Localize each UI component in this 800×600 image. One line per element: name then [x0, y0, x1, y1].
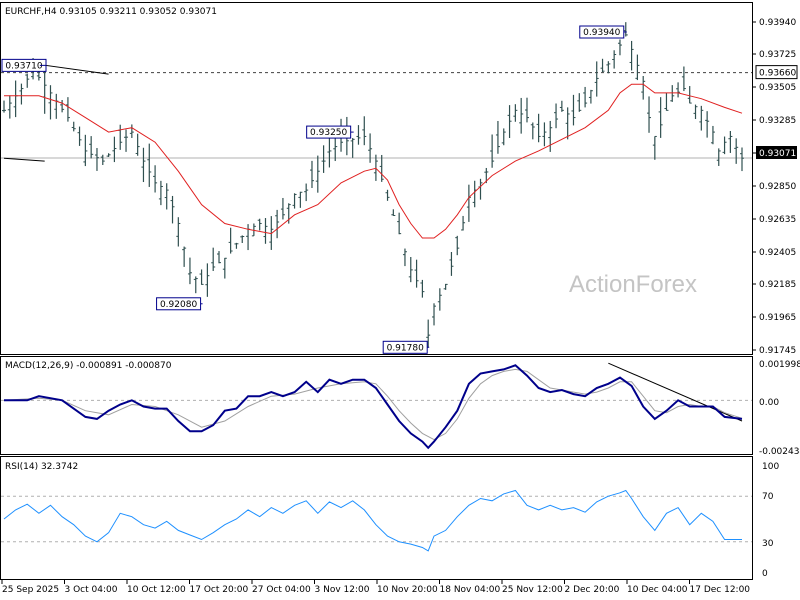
time-axis-tick: 25 Nov 12:00 — [502, 585, 563, 595]
price-axis-tick: 0.93725 — [759, 50, 796, 60]
price-axis-tick: 0.92185 — [759, 280, 796, 290]
time-axis-tick: 10 Nov 20:00 — [377, 585, 438, 595]
macd-axis-tick: 0.001998 — [759, 360, 800, 370]
price-annotation-label: 0.93250 — [310, 128, 347, 138]
macd-axis-tick: 0.00 — [759, 398, 779, 408]
current-price-tag — [756, 146, 797, 159]
price-axis-tick: 0.92405 — [759, 248, 796, 258]
price-annotation-label: 0.93940 — [583, 28, 620, 38]
time-axis-tick: 17 Oct 20:00 — [190, 585, 249, 595]
price-annotation-label: 0.91780 — [387, 343, 424, 353]
rsi-line — [3, 489, 742, 552]
macd-main-line — [4, 364, 743, 450]
price-axis-tick: 0.92850 — [759, 182, 796, 192]
time-axis-tick: 10 Dec 04:00 — [627, 585, 688, 595]
price-bars — [2, 22, 744, 348]
price-axis-tick: 0.91745 — [759, 346, 796, 356]
rsi-axis-tick: 30 — [762, 539, 774, 549]
time-axis-tick: 3 Nov 12:00 — [315, 585, 370, 595]
macd-axis-tick: -0.002434 — [759, 447, 800, 457]
rsi-axis-tick: 100 — [762, 462, 779, 472]
current-price-label: 0.93071 — [759, 149, 796, 159]
rsi-header: RSI(14) 32.3742 — [5, 462, 78, 472]
rsi-axis-tick: 70 — [762, 492, 774, 502]
rsi-lines — [3, 489, 742, 552]
time-axis-tick: 27 Oct 04:00 — [252, 585, 311, 595]
rsi-panel[interactable] — [0, 456, 753, 580]
price-annotations: 0.93710 0.93250 0.92080 0.91780 0.93940 — [1, 25, 627, 354]
watermark-text: ActionForex — [569, 271, 697, 298]
time-axis-tick: 3 Oct 04:00 — [65, 585, 118, 595]
price-axis-tick: 0.93505 — [759, 83, 796, 93]
price-annotation-label: 0.92080 — [160, 300, 197, 310]
axis-labels: 0.93940 0.93725 0.93505 0.93285 0.93071 0.928… — [1, 18, 800, 595]
macd-signal-line — [3, 368, 743, 441]
price-axis-tick: 0.93285 — [759, 116, 796, 126]
price-axis-tick: 0.93940 — [759, 18, 796, 28]
price-annotation-label: 0.93710 — [5, 61, 42, 71]
macd-lines — [3, 364, 743, 450]
price-trendline — [3, 157, 45, 162]
time-axis-tick: 25 Sep 2025 — [2, 585, 59, 595]
time-axis-tick: 10 Oct 12:00 — [127, 585, 186, 595]
macd-panel[interactable] — [0, 356, 753, 455]
level-price-tag — [755, 65, 798, 80]
time-axis-tick: 17 Dec 12:00 — [690, 585, 751, 595]
macd-header: MACD(12,26,9) -0.000891 -0.000870 — [5, 361, 172, 371]
rsi-axis-tick: 0 — [762, 569, 768, 579]
time-axis-tick: 18 Nov 04:00 — [440, 585, 501, 595]
price-axis-tick: 0.92635 — [759, 215, 796, 225]
time-axis-tick: 2 Dec 20:00 — [565, 585, 620, 595]
moving-average-line — [4, 83, 743, 239]
moving-average — [4, 83, 743, 239]
symbol-header: EURCHF,H4 0.93105 0.93211 0.93052 0.9307… — [5, 7, 217, 17]
price-axis-tick: 0.91965 — [759, 313, 796, 323]
level-price-label: 0.93660 — [759, 69, 796, 79]
